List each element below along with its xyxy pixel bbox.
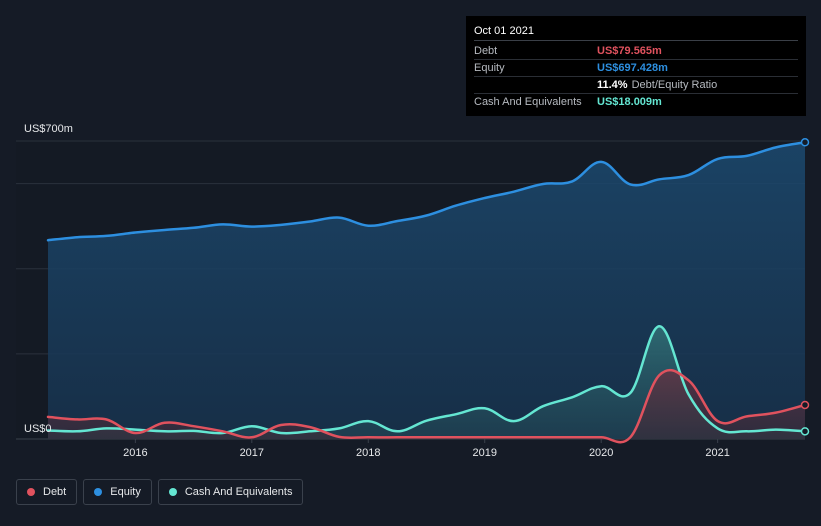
legend-equity-dot-icon (94, 488, 103, 496)
cash-line (46, 324, 807, 435)
x-axis-ticks: 2016 2017 2018 2019 2020 2021 (123, 439, 730, 459)
series-lines (46, 141, 807, 444)
cash-end-point (800, 427, 810, 436)
series-areas (48, 142, 805, 443)
equity-area (48, 142, 805, 440)
legend-equity-label: Equity (110, 486, 141, 498)
tooltip-debt-label: Debt (474, 45, 498, 57)
legend-item-cash[interactable]: Cash And Equivalents (157, 479, 304, 505)
legend-item-equity[interactable]: Equity (83, 479, 152, 505)
tooltip-date: Oct 01 2021 (474, 24, 798, 41)
tooltip-row-equity: Equity US$697.428m (474, 60, 798, 77)
tooltip-equity-label: Equity (474, 62, 505, 74)
tooltip-row-cash: Cash And Equivalents US$18.009m (474, 94, 798, 110)
y-axis-top-label: US$700m (24, 123, 73, 135)
debt-end-point (800, 400, 810, 410)
x-tick-label: 2016 (123, 447, 147, 459)
tooltip-cash-label: Cash And Equivalents (474, 96, 582, 108)
tooltip-ratio-value: 11.4% (597, 79, 628, 91)
data-tooltip: Oct 01 2021 Debt US$79.565m Equity US$69… (466, 16, 806, 116)
legend-cash-dot-icon (168, 488, 177, 496)
debt-line (46, 368, 807, 444)
x-tick-label: 2019 (472, 447, 496, 459)
tooltip-ratio-spacer (474, 77, 597, 93)
equity-end-point (800, 138, 810, 147)
tooltip-row-debt: Debt US$79.565m (474, 43, 798, 60)
legend-cash-label: Cash And Equivalents (184, 486, 293, 498)
x-tick-label: 2018 (356, 447, 380, 459)
x-tick-label: 2017 (240, 447, 264, 459)
tooltip-cash-value: US$18.009m (597, 96, 662, 108)
cash-area (48, 326, 805, 439)
tooltip-debt-value: US$79.565m (597, 45, 662, 57)
legend-debt-label: Debt (43, 486, 67, 498)
legend-item-debt[interactable]: Debt (16, 479, 78, 505)
x-tick-label: 2021 (705, 447, 729, 459)
y-axis-bottom-label: US$0 (24, 423, 52, 435)
equity-line (46, 141, 807, 242)
debt-area (48, 370, 805, 443)
series-end-points (800, 138, 810, 436)
x-tick-label: 2020 (589, 447, 613, 459)
tooltip-row-ratio: 11.4% Debt/Equity Ratio (474, 77, 798, 94)
legend-debt-dot-icon (27, 488, 35, 496)
tooltip-equity-value: US$697.428m (597, 62, 668, 74)
tooltip-ratio-label: Debt/Equity Ratio (631, 79, 718, 91)
chart-legend: Debt Equity Cash And Equivalents (16, 479, 304, 507)
